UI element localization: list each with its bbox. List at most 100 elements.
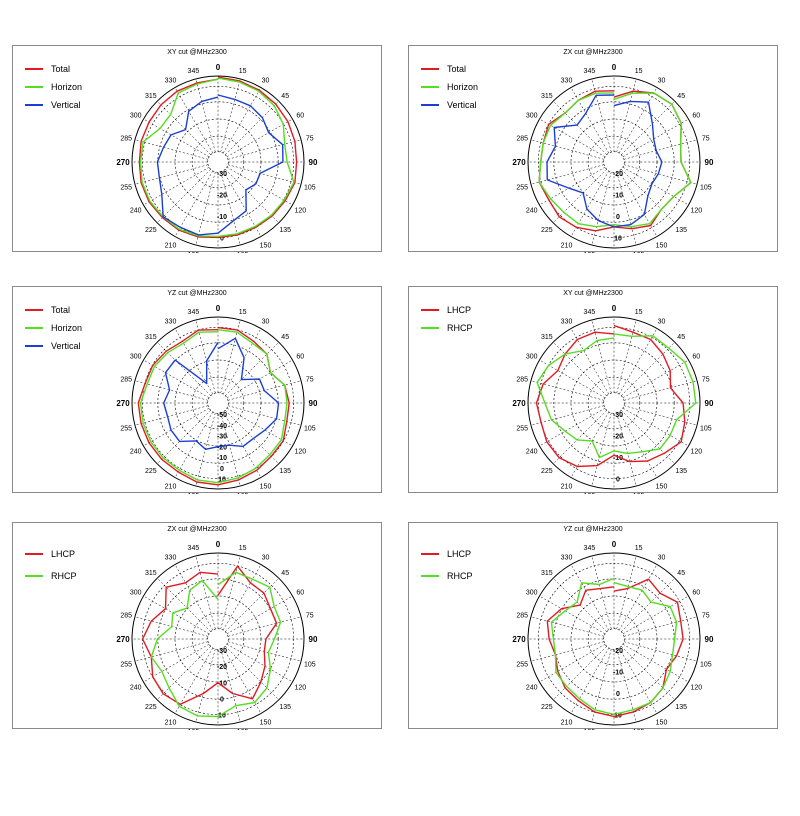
grid-spoke: [618, 170, 658, 237]
angle-tick-label: 225: [541, 227, 553, 234]
angle-tick-label: 285: [516, 376, 528, 383]
angle-tick-label: 270: [116, 399, 130, 408]
angle-tick-label: 300: [526, 113, 538, 120]
grid-spoke: [195, 171, 216, 246]
angle-tick-label: 120: [690, 449, 702, 456]
grid-spoke: [220, 555, 241, 630]
legend-label: Vertical: [51, 341, 81, 351]
series-line-rhcp: [150, 571, 282, 718]
chart-title: YZ cut @MHz2300: [563, 526, 623, 533]
legend-swatch: [25, 575, 43, 577]
grid-spoke: [530, 164, 605, 185]
radial-tick-label: -20: [613, 434, 623, 441]
grid-spoke: [591, 78, 612, 153]
angle-tick-label: 240: [130, 449, 142, 456]
grid-spoke: [157, 169, 211, 223]
angle-tick-label: 135: [675, 704, 687, 711]
legend-item: Vertical: [25, 96, 82, 114]
grid-spoke: [621, 646, 675, 700]
angle-tick-label: 150: [656, 483, 668, 490]
grid-spoke: [134, 641, 209, 662]
legend: LHCP RHCP: [25, 545, 77, 585]
angle-tick-label: 90: [705, 158, 714, 167]
angle-tick-label: 285: [516, 135, 528, 142]
grid-spoke: [174, 87, 214, 154]
grid-spoke: [225, 578, 279, 632]
grid-spoke: [623, 641, 698, 662]
legend-swatch: [25, 68, 43, 70]
angle-tick-label: 120: [294, 685, 306, 692]
grid-spoke: [220, 171, 241, 246]
legend-item: Vertical: [421, 96, 478, 114]
grid-spoke: [143, 407, 210, 447]
radial-tick-label: -10: [613, 455, 623, 462]
angle-tick-label: 60: [296, 590, 304, 597]
grid-ring: [587, 376, 641, 430]
angle-tick-label: 45: [677, 93, 685, 100]
grid-spoke: [226, 407, 293, 447]
legend-label: Vertical: [447, 100, 477, 110]
legend: LHCP RHCP: [421, 301, 473, 337]
angle-tick-label: 270: [116, 158, 130, 167]
angle-tick-label: 105: [304, 662, 316, 669]
radial-tick-label: -30: [613, 412, 623, 419]
angle-tick-label: 315: [541, 93, 553, 100]
radial-tick-label: 0: [220, 696, 224, 703]
legend-item: LHCP: [25, 545, 77, 563]
angle-tick-label: 300: [130, 590, 142, 597]
grid-ring: [587, 135, 641, 189]
legend-swatch: [421, 104, 439, 106]
angle-tick-label: 330: [165, 555, 177, 562]
legend-item: Total: [25, 301, 82, 319]
grid-spoke: [616, 412, 637, 487]
angle-tick-label: 45: [281, 93, 289, 100]
grid-spoke: [530, 641, 605, 662]
legend: Total Horizon Vertical: [25, 301, 82, 355]
radial-tick-label: -20: [613, 648, 623, 655]
angle-tick-label: 135: [279, 468, 291, 475]
chart-title: ZX cut @MHz2300: [563, 49, 623, 56]
grid-spoke: [225, 646, 279, 700]
grid-spoke: [570, 170, 610, 237]
radial-tick-label: -20: [613, 171, 623, 178]
angle-tick-label: 120: [294, 208, 306, 215]
grid-spoke: [616, 171, 637, 246]
angle-tick-label: 210: [561, 719, 573, 726]
grid-spoke: [157, 101, 211, 155]
legend-item: RHCP: [421, 319, 473, 337]
angle-tick-label: 45: [677, 570, 685, 577]
angle-tick-label: 225: [145, 227, 157, 234]
angle-tick-label: 195: [188, 252, 200, 253]
grid-spoke: [222, 647, 262, 714]
legend: LHCP RHCP: [421, 545, 473, 585]
angle-tick-label: 195: [188, 493, 200, 494]
angle-tick-label: 345: [584, 68, 596, 75]
chart-title: ZX cut @MHz2300: [167, 526, 227, 533]
grid-spoke: [616, 319, 637, 394]
grid-spoke: [143, 359, 210, 399]
legend-label: Total: [51, 305, 71, 315]
angle-tick-label: 30: [262, 78, 270, 85]
grid-ring: [587, 612, 641, 666]
series-line-rhcp: [536, 333, 697, 459]
angle-tick-label: 195: [584, 729, 596, 730]
grid-ring: [191, 135, 245, 189]
angle-tick-label: 105: [700, 662, 712, 669]
angle-tick-label: 75: [306, 612, 314, 619]
angle-tick-label: 15: [635, 545, 643, 552]
angle-tick-label: 255: [516, 426, 528, 433]
grid-spoke: [143, 166, 210, 206]
angle-tick-label: 105: [304, 185, 316, 192]
angle-tick-label: 225: [145, 704, 157, 711]
grid-ring: [191, 612, 245, 666]
legend-label: LHCP: [447, 305, 472, 315]
grid-spoke: [134, 139, 209, 160]
legend-item: RHCP: [421, 567, 473, 585]
legend-label: Horizon: [447, 82, 479, 92]
grid-spoke: [621, 410, 675, 464]
polar-grid: [527, 316, 701, 490]
angle-tick-label: 270: [512, 399, 526, 408]
angle-tick-label: 195: [188, 729, 200, 730]
angle-tick-label: 240: [526, 449, 538, 456]
legend-label: Total: [447, 64, 467, 74]
